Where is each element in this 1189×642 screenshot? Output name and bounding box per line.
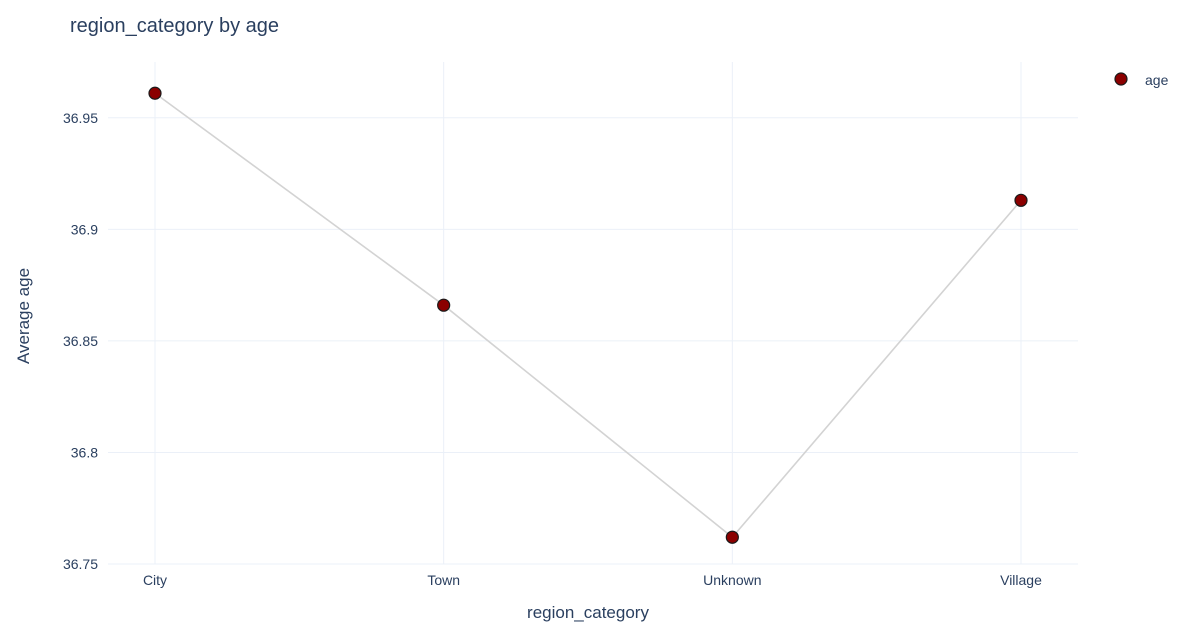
y-tick-labels: 36.75 36.8 36.85 36.9 36.95 xyxy=(63,110,98,572)
data-point[interactable] xyxy=(437,298,451,312)
y-axis-title: Average age xyxy=(14,268,33,364)
x-tick-label: City xyxy=(143,572,167,588)
x-tick-label: Unknown xyxy=(703,572,761,588)
legend-marker-age xyxy=(1114,72,1128,86)
y-tick-label: 36.95 xyxy=(63,110,98,126)
y-tick-label: 36.75 xyxy=(63,556,98,572)
data-point[interactable] xyxy=(1014,193,1028,207)
data-point[interactable] xyxy=(148,86,162,100)
x-axis-title: region_category xyxy=(527,603,649,622)
y-tick-label: 36.8 xyxy=(71,444,98,460)
x-tick-label: Town xyxy=(427,572,460,588)
grid-lines xyxy=(108,62,1078,565)
y-tick-label: 36.9 xyxy=(71,221,98,237)
x-tick-label: Village xyxy=(1000,572,1042,588)
series-age xyxy=(148,86,1028,544)
data-point[interactable] xyxy=(725,530,739,544)
series-line xyxy=(154,92,1022,539)
y-tick-label: 36.85 xyxy=(63,333,98,349)
legend[interactable]: age xyxy=(1114,72,1169,88)
legend-label-age: age xyxy=(1145,72,1169,88)
chart-title: region_category by age xyxy=(70,15,279,37)
x-tick-labels: City Town Unknown Village xyxy=(143,572,1042,588)
